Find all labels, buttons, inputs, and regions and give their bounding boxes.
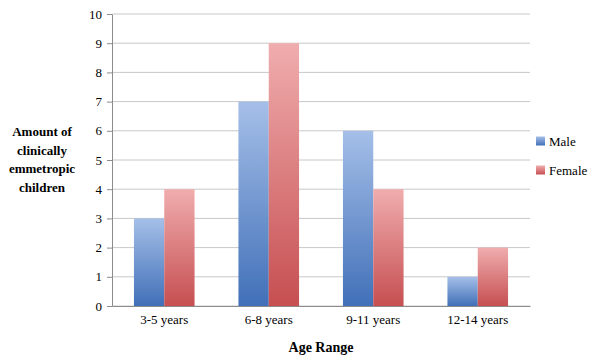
y-tick-label: 8 — [96, 65, 103, 80]
x-tick: 6-8 years — [245, 312, 293, 327]
x-axis-line — [113, 306, 531, 307]
grid-line — [112, 14, 530, 15]
y-tick-mark — [107, 218, 112, 219]
y-tick-label: 9 — [96, 36, 103, 51]
y-tick: 4 — [96, 182, 113, 197]
y-tick: 7 — [96, 94, 113, 109]
legend-swatch — [536, 166, 545, 175]
y-axis-title-line: children — [19, 180, 66, 195]
bar — [238, 102, 268, 306]
bar — [373, 189, 403, 306]
legend-label: Male — [549, 134, 576, 149]
y-tick-mark — [107, 14, 112, 15]
y-tick-mark — [107, 248, 112, 249]
grid-line — [112, 72, 530, 73]
y-tick: 8 — [96, 65, 113, 80]
bar — [134, 218, 164, 306]
y-axis-title-line: Amount of — [12, 124, 72, 139]
x-tick: 3-5 years — [140, 312, 188, 327]
y-tick-label: 0 — [96, 299, 103, 314]
y-axis-title: Amount of clinically emmetropic children — [9, 124, 75, 195]
y-tick-mark — [107, 189, 112, 190]
bar — [447, 277, 477, 306]
y-tick-mark — [107, 131, 112, 132]
y-axis-line — [112, 15, 113, 307]
bars — [134, 43, 508, 306]
x-tick-label: 3-5 years — [140, 312, 188, 327]
x-tick: 12-14 years — [447, 312, 508, 327]
y-tick: 9 — [96, 36, 113, 51]
legend-label: Female — [549, 163, 587, 178]
y-axis-title-line: emmetropic — [9, 161, 75, 176]
y-tick-mark — [107, 160, 112, 161]
chart-container: 0 1 2 3 4 5 6 7 8 9 10 3-5 years 6-8 years 9-11 years… — [0, 0, 596, 360]
y-tick-label: 10 — [89, 7, 102, 22]
grid-line — [112, 101, 530, 102]
x-axis: 3-5 years 6-8 years 9-11 years 12-14 years — [113, 307, 531, 328]
y-tick: 3 — [96, 211, 113, 226]
bar — [478, 248, 508, 306]
y-tick: 1 — [96, 269, 113, 284]
y-tick: 10 — [89, 7, 112, 22]
grid — [112, 14, 530, 306]
y-tick-label: 4 — [96, 182, 103, 197]
bar — [343, 131, 373, 306]
y-tick-label: 6 — [96, 123, 103, 138]
y-axis: 0 1 2 3 4 5 6 7 8 9 10 — [89, 7, 113, 314]
grid-line — [112, 130, 530, 131]
y-tick-label: 3 — [96, 211, 103, 226]
x-tick-label: 9-11 years — [346, 312, 400, 327]
grid-line — [112, 43, 530, 44]
bar — [164, 189, 194, 306]
y-tick-mark — [107, 102, 112, 103]
y-tick: 2 — [96, 240, 113, 255]
chart-svg: 0 1 2 3 4 5 6 7 8 9 10 3-5 years 6-8 years 9-11 years… — [0, 0, 596, 360]
x-tick: 9-11 years — [346, 312, 400, 327]
y-tick: 5 — [96, 153, 113, 168]
x-tick-label: 12-14 years — [447, 312, 508, 327]
x-axis-title: Age Range — [289, 340, 354, 355]
y-tick-mark — [107, 306, 112, 307]
y-tick-label: 5 — [96, 153, 103, 168]
grid-line — [112, 160, 530, 161]
y-tick-mark — [107, 43, 112, 44]
y-tick-mark — [107, 72, 112, 73]
x-tick-label: 6-8 years — [245, 312, 293, 327]
y-tick: 6 — [96, 123, 113, 138]
legend-swatch — [536, 137, 545, 146]
y-tick: 0 — [96, 299, 113, 314]
y-tick-label: 1 — [96, 269, 103, 284]
y-axis-title-line: clinically — [17, 143, 67, 158]
legend: Male Female — [536, 134, 587, 178]
y-tick-mark — [107, 277, 112, 278]
bar — [269, 43, 299, 306]
y-tick-label: 7 — [96, 94, 103, 109]
y-tick-label: 2 — [96, 240, 103, 255]
plot-area: 0 1 2 3 4 5 6 7 8 9 10 3-5 years 6-8 years 9-11 years… — [89, 7, 531, 328]
